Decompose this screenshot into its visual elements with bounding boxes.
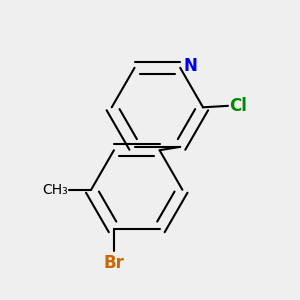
- Text: Br: Br: [103, 254, 124, 272]
- Text: CH₃: CH₃: [42, 183, 68, 197]
- Text: N: N: [184, 57, 198, 75]
- Text: Cl: Cl: [229, 97, 247, 115]
